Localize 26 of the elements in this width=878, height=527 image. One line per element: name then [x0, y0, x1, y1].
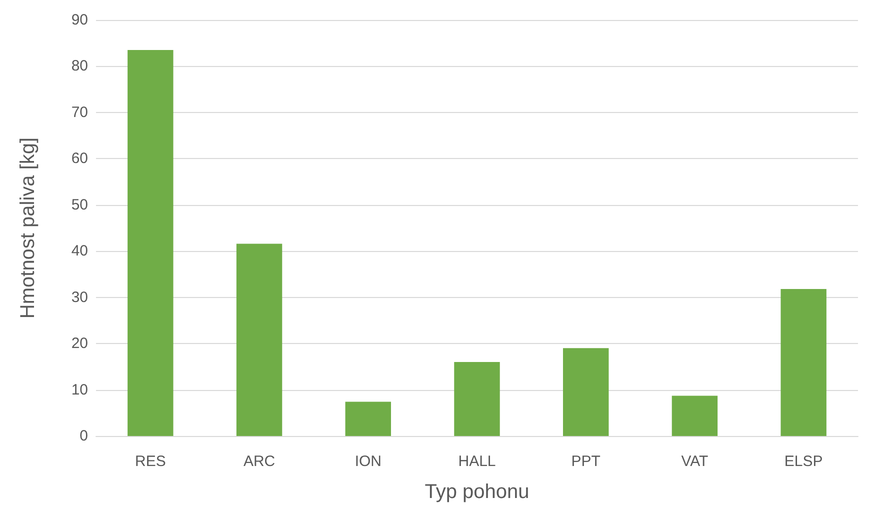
y-tick-label: 90: [71, 12, 88, 28]
bar: [562, 348, 609, 436]
x-tick-label: VAT: [681, 453, 708, 470]
bar: [454, 362, 500, 436]
x-tick-label: ELSP: [784, 453, 823, 470]
x-axis-title: Typ pohonu: [424, 481, 530, 503]
y-tick-label: 0: [80, 428, 88, 444]
y-tick-label: 80: [71, 58, 88, 75]
bar: [672, 396, 718, 436]
y-tick-label: 10: [71, 381, 88, 398]
x-tick-label: ION: [354, 453, 382, 470]
y-tick-label: 30: [71, 288, 88, 306]
x-tick-label: RES: [135, 453, 166, 470]
y-tick-label: 20: [71, 335, 88, 352]
y-tick-label: 40: [71, 242, 88, 260]
x-tick-label: HALL: [458, 453, 496, 470]
y-tick-label: 70: [71, 104, 88, 121]
bar: [345, 402, 392, 436]
y-axis-title: Hmotnost paliva [kg]: [17, 137, 39, 319]
x-tick-label: ARC: [243, 453, 276, 470]
bar: [128, 50, 174, 436]
y-tick-label: 60: [71, 150, 88, 168]
bar: [780, 289, 826, 436]
bar: [236, 244, 282, 436]
y-tick-label: 50: [71, 196, 88, 214]
x-tick-label: PPT: [571, 453, 600, 470]
